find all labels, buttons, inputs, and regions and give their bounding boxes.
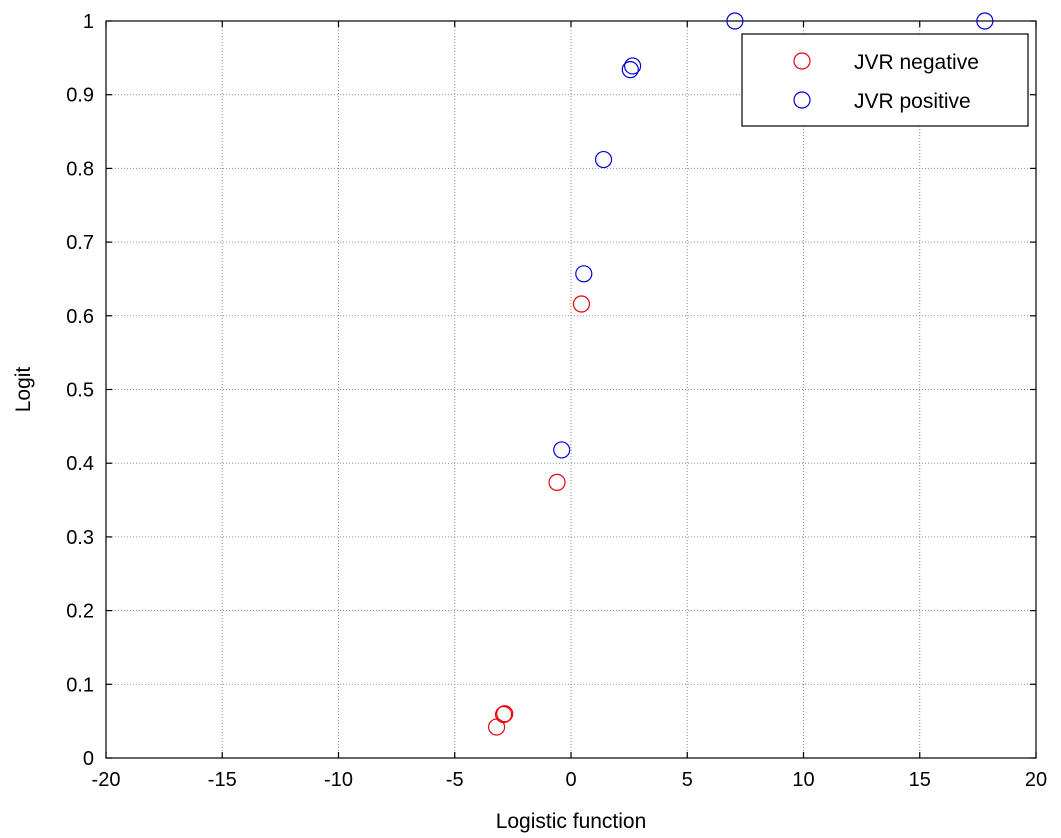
x-tick-label: -20 (92, 769, 121, 791)
legend-box (741, 33, 1029, 127)
legend-marker-jvr-positive (793, 91, 811, 109)
y-tick-label: 0.2 (66, 601, 94, 623)
data-point (621, 61, 639, 79)
x-tick-label: 20 (1025, 769, 1047, 791)
data-point (496, 705, 514, 723)
data-point (624, 57, 642, 75)
data-point (726, 12, 744, 30)
data-point (575, 265, 593, 283)
legend-label-jvr-negative: JVR negative (854, 51, 979, 74)
legend-marker-jvr-negative (793, 52, 811, 70)
x-tick-label: 0 (565, 769, 576, 791)
x-tick-label: 10 (792, 769, 814, 791)
y-tick-label: 0.3 (66, 527, 94, 549)
y-tick-label: 1 (83, 11, 94, 33)
x-tick-labels: -20 -15 -10 -5 0 5 10 15 20 (92, 769, 1048, 791)
x-axis-label: Logistic function (496, 810, 647, 833)
data-point (553, 441, 571, 459)
y-tick-labels: 0 0.1 0.2 0.3 0.4 0.5 0.6 0.7 0.8 0.9 1 (66, 11, 94, 770)
axis-ticks (105, 20, 1037, 759)
data-points (488, 12, 994, 736)
y-tick-label: 0.6 (66, 306, 94, 328)
data-point (548, 473, 566, 491)
series-jvr-positive (553, 12, 994, 459)
x-tick-label: 15 (909, 769, 931, 791)
data-point (494, 705, 513, 724)
x-tick-label: -15 (208, 769, 237, 791)
legend: JVR negative JVR positive (741, 33, 1029, 127)
x-tick-label: -5 (446, 769, 464, 791)
x-tick-label: -10 (324, 769, 353, 791)
y-tick-label: 0.8 (66, 158, 94, 180)
plot-frame (105, 20, 1037, 759)
series-jvr-negative (488, 295, 591, 736)
y-tick-label: 0.7 (66, 232, 94, 254)
y-tick-label: 0 (83, 748, 94, 770)
y-tick-label: 0.5 (66, 380, 94, 402)
y-axis-label: Logit (12, 367, 35, 413)
data-point (572, 295, 591, 313)
data-point (976, 12, 994, 30)
y-tick-label: 0.9 (66, 85, 94, 107)
y-tick-label: 0.4 (66, 453, 94, 475)
legend-label-jvr-positive: JVR positive (854, 90, 971, 113)
x-tick-label: 5 (682, 769, 693, 791)
y-tick-label: 0.1 (66, 674, 94, 696)
data-point (594, 150, 613, 169)
